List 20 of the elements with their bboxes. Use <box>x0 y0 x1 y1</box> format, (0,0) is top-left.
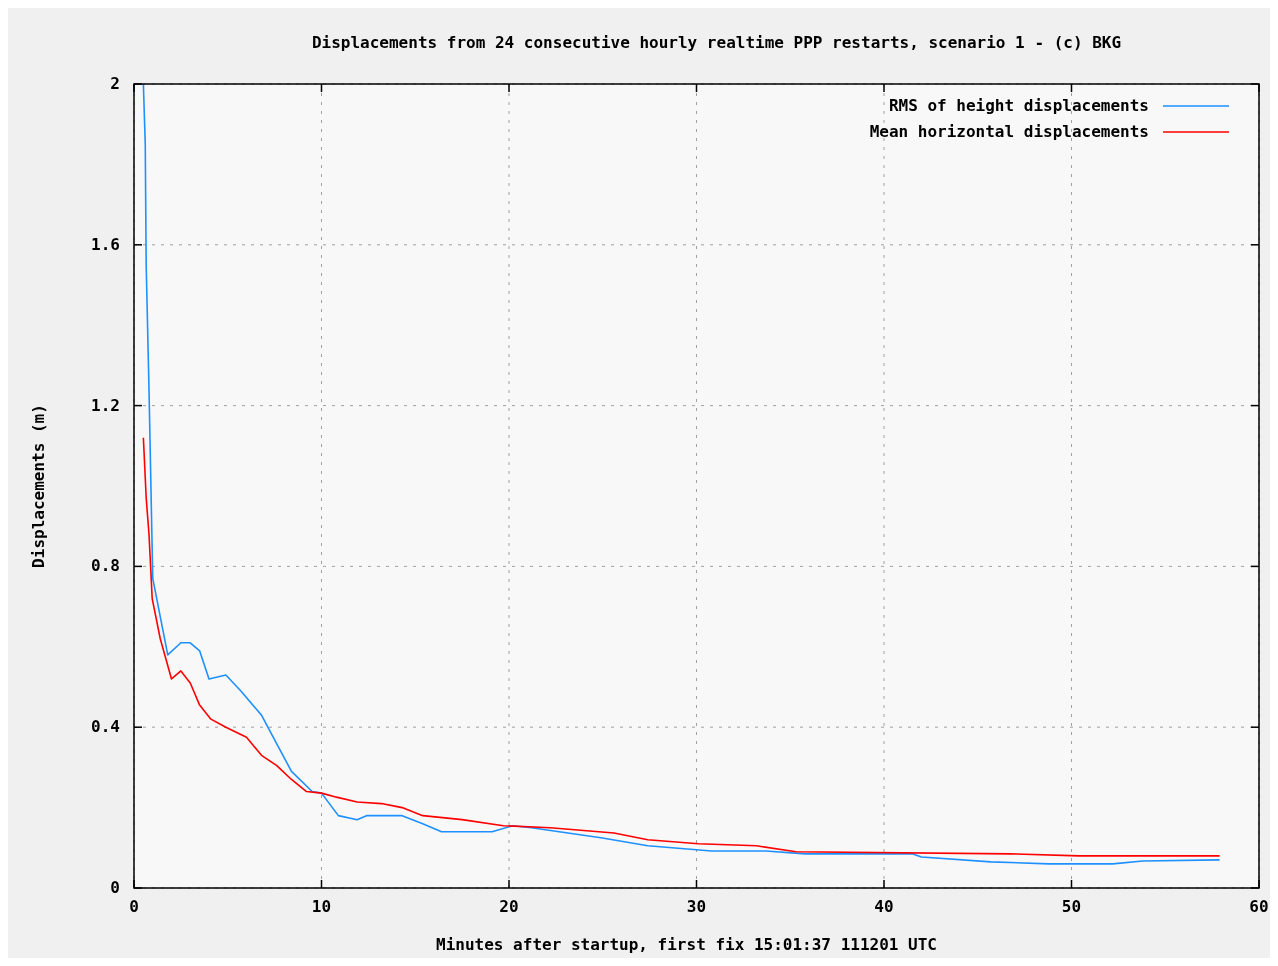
line-series <box>142 83 1221 865</box>
y-tick-label: 0.4 <box>91 717 120 737</box>
x-tick-label: 60 <box>1249 897 1269 916</box>
y-tick-label: 0.8 <box>91 556 120 576</box>
chart-title: Displacements from 24 consecutive hourly realtime PPP restarts, scenario 1 - (c) BKG <box>311 33 1122 52</box>
legend-label: RMS of height displacements <box>888 96 1149 115</box>
y-tick-label: 2 <box>110 74 120 93</box>
x-tick-label: 0 <box>129 897 139 916</box>
y-tick-label: 1.2 <box>91 395 120 415</box>
y-tick-label: 0 <box>110 878 120 897</box>
x-axis-title: Minutes after startup, first fix 15:01:37 111201 UTC <box>436 935 937 954</box>
legend-label: Mean horizontal displacements <box>869 122 1149 141</box>
x-tick-label: 30 <box>686 897 707 916</box>
x-tick-label: 40 <box>874 897 894 916</box>
x-tick-label: 50 <box>1061 897 1082 916</box>
y-tick-label: 1.6 <box>91 234 120 254</box>
line-series <box>142 436 1221 857</box>
x-tick-label: 10 <box>311 897 332 916</box>
y-axis-title: Displacements (m) <box>29 404 48 568</box>
x-tick-label: 20 <box>499 897 519 916</box>
